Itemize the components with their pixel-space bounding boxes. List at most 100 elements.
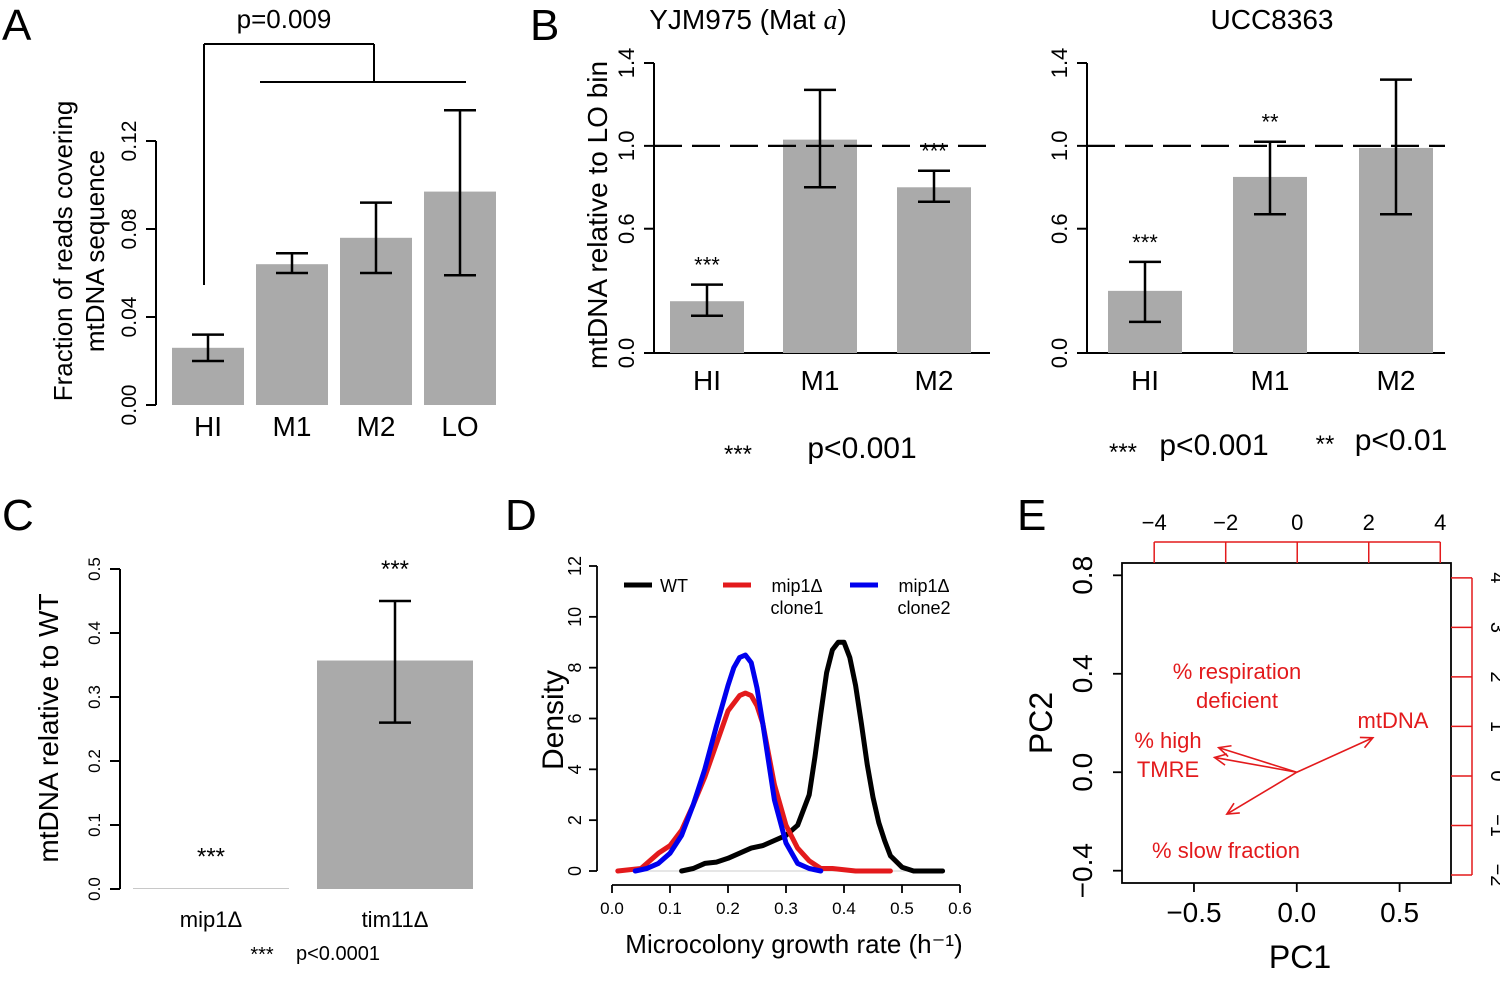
y-tick-label: 0.2 (85, 749, 104, 773)
y-tick-label: 0.3 (85, 685, 104, 709)
density-curve-1 (615, 690, 893, 874)
panel-label-b: B (530, 1, 559, 50)
loading-label-0-1: deficient (1196, 688, 1278, 713)
chart-c: 0.0 0.1 0.2 0.3 0.4 0.5 mip1Δ *** tim11Δ *** mtDNA… (33, 556, 473, 966)
chart-b-ucc8363: 0.0 0.6 1.0 1.4 HI *** M1 ** M2 UCC8363 *** p<0.001… (1047, 4, 1447, 466)
loading-label-1-1: TMRE (1137, 757, 1199, 782)
category-label-0: HI (1131, 365, 1159, 396)
x-tick-label: 0.6 (948, 899, 972, 918)
legend-text-0: p<0.001 (807, 432, 916, 465)
legend-label-2-1: clone2 (897, 598, 950, 618)
y-axis-label: Density (537, 670, 570, 770)
footnote-mark: *** (250, 944, 274, 966)
y-tick-label: 1.4 (1047, 48, 1072, 79)
right-tick-label: 1 (1486, 721, 1500, 732)
panel-label-c: C (2, 491, 34, 540)
x-axis-label: PC1 (1269, 939, 1331, 975)
y-tick-label: 0 (565, 866, 585, 876)
x-tick-label: 0.5 (1380, 897, 1419, 928)
significance-mark-0: *** (694, 253, 720, 278)
y-axis-label: PC2 (1023, 692, 1059, 754)
y-tick-label: 1.4 (614, 48, 639, 79)
y-tick-label: 12 (565, 556, 585, 576)
chart-d: 0 2 4 6 8 10 12 0.0 0.1 0.2 0.3 0.4 0.5 0.6 Density Mic… (537, 556, 972, 959)
category-label-2: M2 (1377, 365, 1416, 396)
panel-label-a: A (2, 1, 32, 50)
plot-frame (1121, 562, 1452, 884)
x-axis-label: Microcolony growth rate (h⁻¹) (625, 929, 962, 959)
category-label-0: HI (194, 411, 222, 442)
y-tick-label: 0.4 (85, 621, 104, 645)
y-tick-label: 0.4 (1067, 654, 1098, 693)
y-tick-label: 0.0 (85, 877, 104, 901)
y-tick-label: 0.08 (118, 209, 141, 250)
y-tick-label: 4 (565, 764, 585, 774)
legend-mark-0: *** (1109, 439, 1137, 466)
footnote-text: p<0.0001 (296, 943, 380, 965)
p-value-annotation: p=0.009 (237, 4, 332, 34)
significance-mark-0: *** (197, 843, 225, 870)
legend-mark-0: *** (724, 441, 752, 468)
x-tick-label: 0.0 (1277, 897, 1316, 928)
right-tick-label: −2 (1486, 864, 1500, 887)
right-tick-label: −1 (1486, 814, 1500, 837)
density-curve-0 (679, 639, 946, 874)
panel-label-e: E (1017, 491, 1046, 540)
significance-mark-0: *** (1132, 230, 1158, 255)
loading-arrowhead-0 (1216, 744, 1232, 758)
category-label-1: M1 (273, 411, 312, 442)
top-tick-label: 0 (1291, 510, 1303, 535)
top-tick-label: 2 (1363, 510, 1375, 535)
loading-arrowhead-1 (1212, 753, 1228, 766)
loading-arrowhead-3 (1225, 802, 1240, 816)
y-axis-label-line-2: mtDNA sequence (80, 150, 110, 352)
significance-mark-1: *** (381, 556, 409, 583)
loading-arrow-1 (1214, 756, 1297, 774)
y-tick-label: 6 (565, 713, 585, 723)
y-tick-label: 0.0 (614, 338, 639, 369)
y-tick-label: 0.0 (1067, 753, 1098, 792)
top-tick-label: −4 (1142, 510, 1167, 535)
category-label-1: M1 (1251, 365, 1290, 396)
loading-arrow-2 (1296, 737, 1374, 773)
loading-arrow-0 (1218, 746, 1298, 773)
panel-label-d: D (505, 491, 537, 540)
legend-label-1-0: mip1Δ (771, 576, 822, 596)
category-label-1: M1 (801, 365, 840, 396)
loading-arrow-3 (1226, 771, 1298, 815)
loading-label-0-0: % respiration (1173, 659, 1301, 684)
y-axis-label: mtDNA relative to LO bin (582, 61, 613, 369)
loading-arrowhead-2 (1359, 736, 1375, 749)
y-tick-label: 1.0 (614, 131, 639, 162)
y-tick-label: 0.1 (85, 813, 104, 837)
y-axis-label-line-1: Fraction of reads covering (48, 101, 78, 402)
bar-2 (897, 187, 971, 353)
top-tick-label: −2 (1213, 510, 1238, 535)
legend-text-0: p<0.001 (1159, 429, 1268, 462)
y-tick-label: 0.6 (1047, 213, 1072, 244)
chart-a: 0.00 0.04 0.08 0.12 HI M1 M2 LO Fraction of read… (48, 4, 496, 442)
legend-label-1-1: clone1 (770, 598, 823, 618)
legend-text-1: p<0.01 (1355, 424, 1448, 457)
right-tick-label: 3 (1486, 622, 1500, 633)
significance-mark-2: *** (921, 139, 947, 164)
y-tick-label: −0.4 (1067, 843, 1098, 898)
x-tick-label: 0.5 (890, 899, 914, 918)
category-label-0: HI (693, 365, 721, 396)
chart-title: YJM975 (Mat a) (649, 4, 847, 36)
density-curve-2 (632, 652, 824, 874)
legend-mark-1: ** (1316, 431, 1335, 458)
right-tick-label: 2 (1486, 671, 1500, 682)
bar-0 (133, 888, 289, 889)
chart-e: −0.5 0.0 0.5 PC1 −0.4 0.0 0.4 0.8 PC2 −4 −2 0 2 4 −2 −1… (1023, 510, 1500, 975)
loading-label-1-0: % high (1134, 728, 1201, 753)
y-tick-label: 0.0 (1047, 338, 1072, 369)
x-tick-label: 0.1 (658, 899, 682, 918)
y-axis-label: mtDNA relative to WT (33, 593, 64, 862)
legend-label-0-0: WT (660, 576, 688, 596)
x-tick-label: 0.4 (832, 899, 856, 918)
right-tick-label: 4 (1486, 572, 1500, 583)
x-tick-label: 0.2 (716, 899, 740, 918)
category-label-3: LO (441, 411, 478, 442)
